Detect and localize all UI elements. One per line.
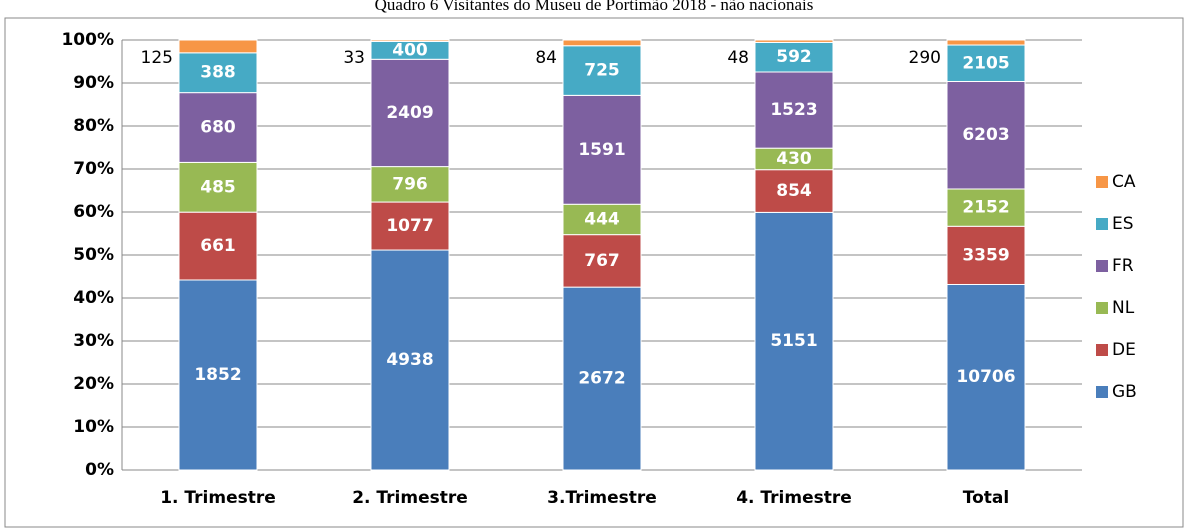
data-label: 84 bbox=[535, 48, 557, 68]
legend-label: GB bbox=[1112, 382, 1137, 402]
data-label: 796 bbox=[392, 174, 428, 194]
data-label: 33 bbox=[343, 48, 365, 68]
legend-label: ES bbox=[1112, 214, 1134, 234]
legend-swatch bbox=[1096, 302, 1108, 314]
bar-segment bbox=[562, 286, 642, 471]
legend-swatch bbox=[1096, 176, 1108, 188]
bar-segment bbox=[754, 39, 834, 43]
y-tick-label: 100% bbox=[61, 30, 114, 50]
bar-segment bbox=[562, 203, 642, 236]
y-tick-label: 50% bbox=[73, 245, 114, 265]
bar-segment bbox=[754, 71, 834, 149]
data-label: 10706 bbox=[956, 367, 1015, 387]
bar-segment bbox=[370, 201, 450, 251]
legend-swatch bbox=[1096, 344, 1108, 356]
legend-swatch bbox=[1096, 218, 1108, 230]
data-label: 430 bbox=[776, 149, 812, 169]
bar-segment bbox=[370, 58, 450, 168]
bar-segment bbox=[178, 52, 258, 94]
data-label: 4938 bbox=[386, 350, 433, 370]
data-label: 592 bbox=[776, 47, 812, 67]
chart-title: Quadro 6 Visitantes do Museu de Portimão… bbox=[375, 0, 814, 14]
data-label: 2152 bbox=[962, 198, 1009, 218]
bar-segment bbox=[562, 94, 642, 205]
data-label: 444 bbox=[584, 209, 620, 229]
bar-segment bbox=[754, 211, 834, 471]
y-tick-label: 80% bbox=[73, 116, 114, 136]
bar-segment bbox=[178, 39, 258, 54]
bar-segment bbox=[946, 39, 1026, 46]
legend-label: CA bbox=[1112, 172, 1136, 192]
legend-label: FR bbox=[1112, 256, 1134, 276]
bar-segment bbox=[946, 283, 1026, 471]
bar-segment bbox=[754, 169, 834, 213]
data-label: 1523 bbox=[770, 100, 817, 120]
bar-segment bbox=[370, 39, 450, 42]
x-tick-label: 2. Trimestre bbox=[352, 488, 468, 508]
bar-segment bbox=[178, 279, 258, 471]
legend-label: NL bbox=[1112, 298, 1135, 318]
bar-segment bbox=[178, 161, 258, 213]
legend-label: DE bbox=[1112, 340, 1136, 360]
y-tick-label: 90% bbox=[73, 73, 114, 93]
x-tick-label: 1. Trimestre bbox=[160, 488, 276, 508]
legend-swatch bbox=[1096, 386, 1108, 398]
data-label: 6203 bbox=[962, 125, 1009, 145]
data-label: 2672 bbox=[578, 369, 625, 389]
data-label: 767 bbox=[584, 251, 620, 271]
data-label: 388 bbox=[200, 63, 236, 83]
data-label: 48 bbox=[727, 48, 749, 68]
bar-segment bbox=[946, 188, 1026, 227]
data-label: 661 bbox=[200, 236, 236, 256]
bar-segment bbox=[562, 39, 642, 47]
data-label: 5151 bbox=[770, 331, 817, 351]
y-tick-label: 0% bbox=[85, 460, 114, 480]
data-label: 2105 bbox=[962, 53, 1009, 73]
data-label: 2409 bbox=[386, 103, 433, 123]
legend-swatch bbox=[1096, 260, 1108, 272]
bar-segment bbox=[370, 166, 450, 203]
bar-segment bbox=[754, 41, 834, 73]
y-tick-label: 60% bbox=[73, 202, 114, 222]
x-tick-label: 3.Trimestre bbox=[547, 488, 657, 508]
bar-segment bbox=[178, 211, 258, 281]
data-label: 1852 bbox=[194, 365, 241, 385]
data-label: 125 bbox=[141, 48, 173, 68]
y-tick-label: 20% bbox=[73, 374, 114, 394]
y-tick-label: 10% bbox=[73, 417, 114, 437]
data-label: 1077 bbox=[386, 216, 433, 236]
y-tick-label: 30% bbox=[73, 331, 114, 351]
bar-segment bbox=[370, 249, 450, 471]
x-tick-label: 4. Trimestre bbox=[736, 488, 852, 508]
data-label: 680 bbox=[200, 118, 236, 138]
data-label: 485 bbox=[200, 177, 236, 197]
bar-segment bbox=[946, 81, 1026, 190]
data-label: 1591 bbox=[578, 140, 625, 160]
data-label: 400 bbox=[392, 40, 428, 60]
x-tick-label: Total bbox=[963, 488, 1009, 508]
y-tick-label: 40% bbox=[73, 288, 114, 308]
data-label: 854 bbox=[776, 181, 812, 201]
data-label: 3359 bbox=[962, 245, 1009, 265]
data-label: 725 bbox=[584, 61, 620, 81]
bar-segment bbox=[562, 45, 642, 96]
data-label: 290 bbox=[909, 48, 941, 68]
bar-segment bbox=[178, 92, 258, 163]
y-tick-label: 70% bbox=[73, 159, 114, 179]
bar-segment bbox=[562, 234, 642, 288]
